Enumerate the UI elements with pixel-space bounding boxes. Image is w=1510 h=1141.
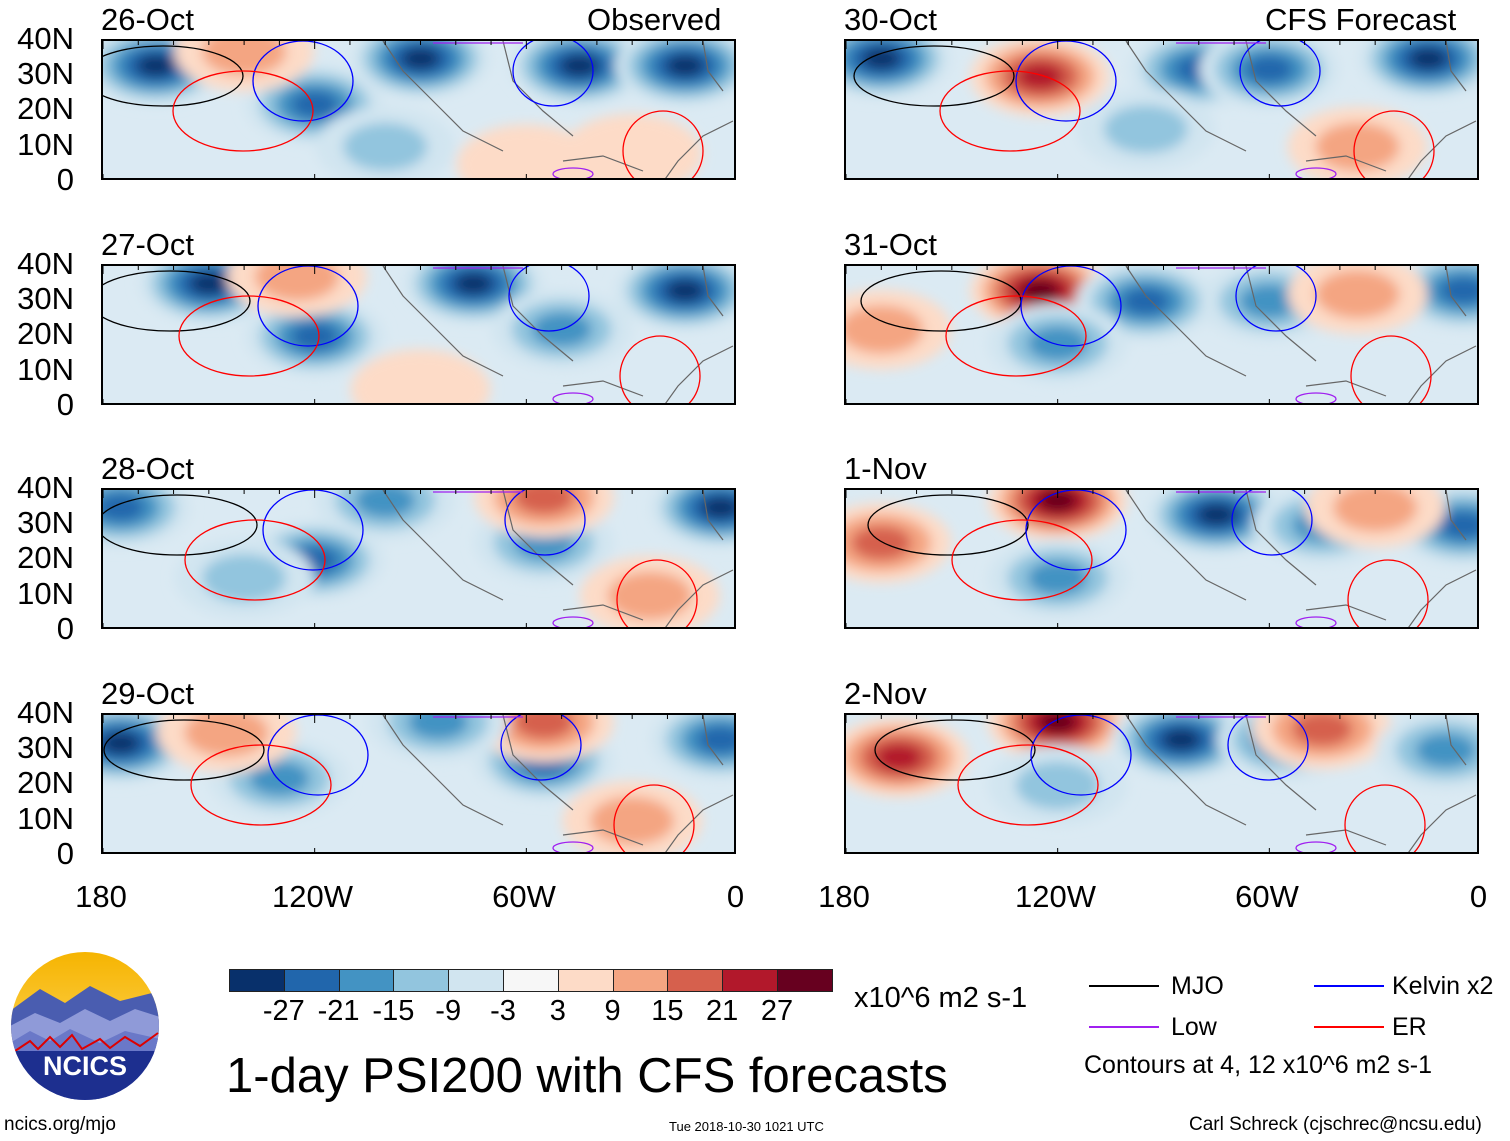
map-panel-29-Oct <box>101 713 736 854</box>
lon-label: 120W <box>1015 879 1096 914</box>
map-panel-30-Oct <box>844 39 1479 180</box>
colorbar-swatch <box>667 969 724 992</box>
panel-date: 27-Oct <box>101 227 195 262</box>
legend-label-kelvin: Kelvin x2 <box>1392 972 1494 1000</box>
colorbar-label: 9 <box>604 995 621 1027</box>
timestamp: Tue 2018-10-30 1021 UTC <box>669 1119 824 1134</box>
ncics-logo: NCICS <box>11 952 159 1100</box>
lat-label: 40N <box>17 470 74 505</box>
lat-label: 10N <box>17 575 74 611</box>
lat-label: 10N <box>17 126 74 162</box>
colorbar-swatch <box>722 969 778 992</box>
panel-date: 2-Nov <box>844 676 927 711</box>
colorbar-swatch <box>777 969 833 992</box>
map-panel-2-Nov <box>844 713 1479 854</box>
colorbar-label: -27 <box>262 995 305 1027</box>
lat-label: 0 <box>56 610 74 646</box>
forecast-label: CFS Forecast <box>1265 2 1457 37</box>
lat-label: 30N <box>17 505 74 541</box>
legend-label-low: Low <box>1171 1013 1217 1041</box>
lat-label: 30N <box>17 730 74 766</box>
panel-date: 26-Oct <box>101 2 195 37</box>
lon-label: 120W <box>272 879 353 914</box>
lon-label: 180 <box>75 879 127 914</box>
colorbar-swatch <box>503 969 559 992</box>
contours-note: Contours at 4, 12 x10^6 m2 s-1 <box>1084 1051 1433 1079</box>
colorbar-label: 15 <box>651 995 684 1027</box>
lon-label: 60W <box>492 879 556 914</box>
lat-label: 0 <box>56 161 74 197</box>
lon-label: 0 <box>726 879 745 914</box>
colorbar-swatch <box>612 969 669 992</box>
lon-label: 60W <box>1235 879 1299 914</box>
lat-label: 30N <box>17 281 74 317</box>
panel-date: 30-Oct <box>844 2 938 37</box>
lat-label: 40N <box>17 21 74 56</box>
colorbar-swatch <box>393 969 450 992</box>
legend-line-mjo <box>1089 985 1159 987</box>
colorbar-label: 27 <box>760 995 794 1027</box>
footer-url[interactable]: ncics.org/mjo <box>4 1114 116 1135</box>
map-panel-27-Oct <box>101 264 736 405</box>
lat-label: 20N <box>17 316 74 352</box>
logo-text: NCICS <box>43 1051 127 1081</box>
colorbar-swatch <box>283 969 340 992</box>
map-panel-26-Oct <box>101 39 736 180</box>
panel-date: 1-Nov <box>844 451 927 486</box>
panel-date: 28-Oct <box>101 451 195 486</box>
colorbar-swatch <box>448 969 504 992</box>
lat-label: 30N <box>17 56 74 92</box>
colorbar-swatch <box>229 969 285 992</box>
colorbar-label: 3 <box>549 995 566 1027</box>
lat-label: 0 <box>56 835 74 871</box>
colorbar-swatch <box>338 969 395 992</box>
colorbar-label: -3 <box>490 995 516 1027</box>
colorbar-label: -9 <box>435 995 462 1027</box>
figure-title: 1-day PSI200 with CFS forecasts <box>226 1049 948 1103</box>
lat-label: 40N <box>17 695 74 730</box>
lat-label: 20N <box>17 765 74 801</box>
observed-label: Observed <box>587 2 722 37</box>
colorbar-label: 21 <box>706 995 739 1027</box>
colorbar-swatch <box>557 969 614 992</box>
lat-label: 40N <box>17 246 74 281</box>
map-panel-1-Nov <box>844 488 1479 629</box>
legend-label-er: ER <box>1392 1013 1427 1041</box>
lon-label: 180 <box>818 879 870 914</box>
panel-date: 31-Oct <box>844 227 938 262</box>
legend-line-kelvin <box>1314 985 1384 987</box>
map-panel-28-Oct <box>101 488 736 629</box>
lat-label: 0 <box>56 386 74 422</box>
legend-label-mjo: MJO <box>1171 972 1224 1000</box>
colorbar-label: -15 <box>372 995 415 1027</box>
legend-line-er <box>1314 1026 1384 1028</box>
colorbar-units: x10^6 m2 s-1 <box>854 982 1028 1014</box>
legend-line-low <box>1089 1026 1159 1028</box>
colorbar-label: -21 <box>317 995 360 1027</box>
map-panel-31-Oct <box>844 264 1479 405</box>
panel-date: 29-Oct <box>101 676 195 711</box>
footer-author: Carl Schreck (cjschrec@ncsu.edu) <box>1189 1114 1482 1135</box>
lon-label: 0 <box>1469 879 1488 914</box>
lat-label: 10N <box>17 800 74 836</box>
lat-label: 20N <box>17 540 74 576</box>
lat-label: 20N <box>17 91 74 127</box>
lat-label: 10N <box>17 351 74 387</box>
